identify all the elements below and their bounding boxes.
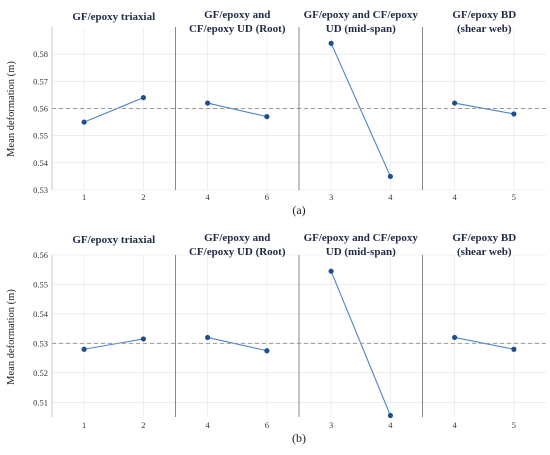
data-point [328,40,334,46]
y-tick-label: 0.55 [33,279,48,289]
series-line [83,97,144,123]
x-tick-label: 4 [205,192,210,202]
data-point [387,412,393,419]
x-tick-label: 4 [452,192,457,202]
y-tick-label: 0.56 [33,104,48,114]
y-axis-label: Mean deformation (m) [6,61,17,157]
x-tick-label: 6 [265,420,269,430]
y-tick-label: 0.53 [33,338,48,348]
data-point [205,334,211,341]
panel-title-line: GF/epoxy BD [452,9,516,21]
panel-title-line: UD (mid-span) [326,23,396,35]
series-line [454,102,514,115]
series-line [84,338,144,350]
x-tick-label: 5 [512,192,516,202]
y-tick-label: 0.57 [33,76,48,86]
x-tick-label: 4 [388,420,393,430]
data-point [511,111,517,117]
data-point [140,95,146,101]
panel-title-line: CF/epoxy UD (Root) [189,23,286,35]
panel-title: GF/epoxy triaxial [72,11,155,23]
panel-title-line: GF/epoxy and [204,9,270,21]
x-tick-label: 6 [265,192,269,202]
data-point [452,100,458,106]
data-point [205,100,211,106]
chart-b: GF/epoxy triaxial 1 2 GF/epoxy and CF/epoxy … [6,232,546,445]
series-line [207,336,268,352]
y-tick-label: 0.54 [33,309,49,319]
x-tick-label: 3 [329,192,333,202]
data-point [264,114,270,120]
y-tick-label: 0.53 [33,185,48,195]
y-axis-label: Mean deformation (m) [6,289,17,385]
data-point [140,336,146,342]
data-point [81,119,87,125]
x-tick-label: 3 [329,420,333,430]
y-tick-label: 0.55 [33,131,48,141]
panel-title-line: GF/epoxy and CF/epoxy [304,232,419,244]
x-tick-label: 1 [82,192,86,202]
data-point [387,173,393,180]
panel-title-line: CF/epoxy UD (Root) [189,246,286,258]
x-tick-label: 2 [141,192,145,202]
y-tick-label: 0.58 [33,49,48,59]
x-tick-label: 4 [388,192,393,202]
x-tick-label: 4 [452,420,457,430]
x-tick-label: 4 [205,420,210,430]
panel-title-line: GF/epoxy and [204,232,270,244]
data-point [264,348,270,354]
x-tick-label: 5 [512,420,516,430]
series-line [207,102,268,118]
panel-title-line: (shear web) [457,246,512,258]
figure-caption: (b) [292,431,306,445]
series-line [454,336,514,350]
x-tick-label: 1 [82,420,86,430]
y-tick-label: 0.54 [33,158,49,168]
panel-title-line: (shear web) [457,23,512,35]
y-tick-label: 0.52 [33,368,48,378]
chart-a: GF/epoxy triaxial 1 2 GF/epoxy and CF/epoxy … [6,9,546,217]
x-tick-label: 2 [141,420,145,430]
data-point [81,346,87,352]
data-point [452,334,458,341]
panel-title-line: UD (mid-span) [326,246,396,258]
panel-title: GF/epoxy triaxial [72,234,155,246]
y-tick-label: 0.51 [33,397,48,407]
data-point [511,346,517,352]
series-line [330,43,391,177]
y-tick-label: 0.56 [33,250,48,260]
figure-caption: (a) [292,203,305,217]
data-point [328,268,334,274]
panel-title-line: GF/epoxy BD [452,232,516,244]
panel-title-line: GF/epoxy and CF/epoxy [304,9,419,21]
